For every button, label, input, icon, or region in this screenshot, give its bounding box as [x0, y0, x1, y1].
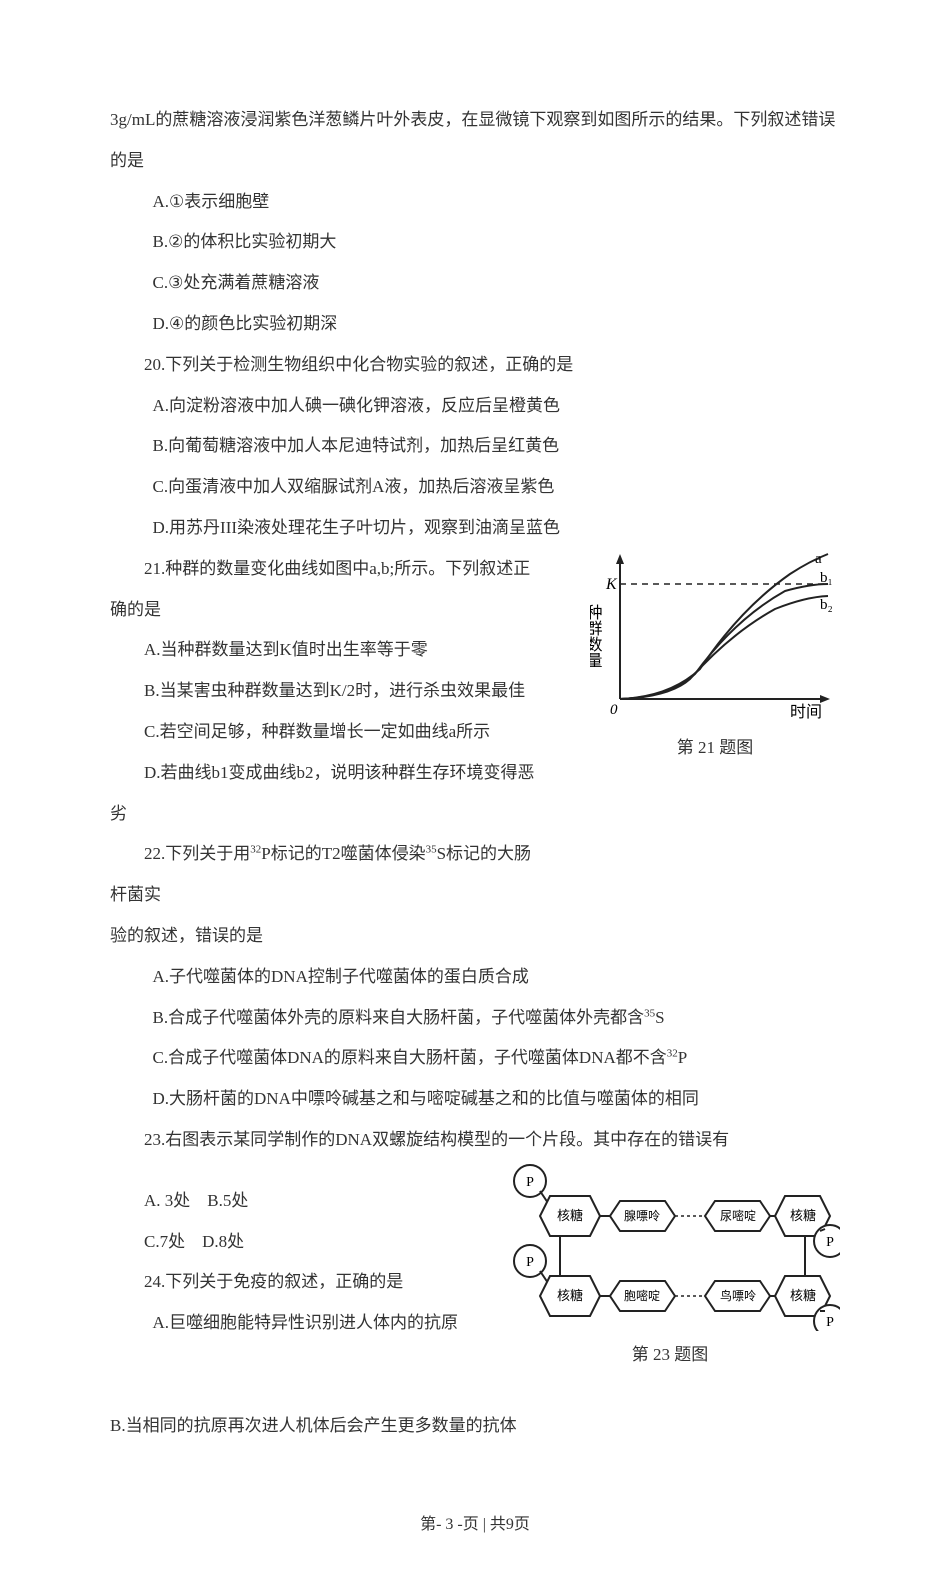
svg-text:胞嘧啶: 胞嘧啶	[624, 1289, 660, 1303]
svg-text:P: P	[826, 1315, 834, 1330]
q22-stem-line2: 验的叙述，错误的是	[110, 916, 840, 957]
intro-text: 3g/mL的蔗糖溶液浸润紫色洋葱鳞片叶外表皮，在显微镜下观察到如图所示的结果。下…	[110, 100, 840, 182]
svg-text:鸟嘌呤: 鸟嘌呤	[720, 1288, 756, 1303]
q23-caption: 第 23 题图	[500, 1335, 840, 1376]
q21-label-b1: b₁	[820, 570, 833, 586]
q20-option-a: A.向淀粉溶液中加人碘一碘化钾溶液，反应后呈橙黄色	[110, 386, 840, 427]
svg-text:P: P	[526, 1175, 534, 1190]
q21-stem: 21.种群的数量变化曲线如图中a,b;所示。下列叙述正确的是	[110, 549, 540, 631]
q21-option-d: D.若曲线b1变成曲线b2，说明该种群生存环境变得恶劣	[110, 753, 540, 835]
q20-option-c: C.向蛋清液中加人双缩脲试剂A液，加热后溶液呈紫色	[110, 467, 840, 508]
q23-stem: 23.右图表示某同学制作的DNA双螺旋结构模型的一个片段。其中存在的错误有	[110, 1120, 840, 1161]
q21-option-b: B.当某害虫种群数量达到K/2时，进行杀虫效果最佳	[110, 671, 540, 712]
svg-text:核糖: 核糖	[790, 1288, 816, 1303]
q22-option-d: D.大肠杆菌的DNA中嘌呤碱基之和与嘧啶碱基之和的比值与噬菌体的相同	[110, 1079, 840, 1120]
q22-option-c: C.合成子代噬菌体DNA的原料来自大肠杆菌，子代噬菌体DNA都不含32P	[110, 1038, 840, 1079]
page-footer: 第- 3 -页 | 共9页	[110, 1506, 840, 1544]
svg-text:核糖: 核糖	[557, 1208, 583, 1223]
q19-option-c: C.③处充满着蔗糖溶液	[110, 263, 840, 304]
q21-caption: 第 21 题图	[590, 728, 840, 769]
q21-chart-svg: K a b₁ b₂ 0 时间 种群数量	[590, 549, 840, 724]
q20-option-b: B.向葡萄糖溶液中加人本尼迪特试剂，加热后呈红黄色	[110, 426, 840, 467]
q22-option-b: B.合成子代噬菌体外壳的原料来自大肠杆菌，子代噬菌体外壳都含35S	[110, 998, 840, 1039]
q21-label-b2: b₂	[820, 597, 833, 613]
q21-figure: K a b₁ b₂ 0 时间 种群数量 第 21 题图	[590, 549, 840, 769]
q21-label-k: K	[605, 576, 618, 593]
q21-ylabel: 种群数量	[590, 604, 603, 668]
q21-option-c: C.若空间足够，种群数量增长一定如曲线a所示	[110, 712, 540, 753]
svg-text:核糖: 核糖	[557, 1288, 583, 1303]
svg-text:P: P	[826, 1235, 834, 1250]
q23-figure: P 核糖 腺嘌呤 尿嘧啶 核糖 P P 核糖 胞嘧啶	[500, 1161, 840, 1376]
q22-stem-line1: 22.下列关于用32P标记的T2噬菌体侵染35S标记的大肠杆菌实	[110, 834, 540, 916]
q21-option-a: A.当种群数量达到K值时出生率等于零	[110, 630, 540, 671]
q21-xlabel: 时间	[790, 703, 822, 721]
svg-text:核糖: 核糖	[790, 1208, 816, 1223]
q21-origin: 0	[610, 702, 618, 718]
svg-text:P: P	[526, 1255, 534, 1270]
svg-text:尿嘧啶: 尿嘧啶	[720, 1209, 756, 1223]
q21-label-a: a	[815, 551, 822, 567]
q23-dna-svg: P 核糖 腺嘌呤 尿嘧啶 核糖 P P 核糖 胞嘧啶	[500, 1161, 840, 1331]
q19-option-d: D.④的颜色比实验初期深	[110, 304, 840, 345]
q19-option-a: A.①表示细胞壁	[110, 182, 840, 223]
q22-option-a: A.子代噬菌体的DNA控制子代噬菌体的蛋白质合成	[110, 957, 840, 998]
q20-stem: 20.下列关于检测生物组织中化合物实验的叙述，正确的是	[110, 345, 840, 386]
svg-text:腺嘌呤: 腺嘌呤	[624, 1208, 660, 1223]
q24-option-b: B.当相同的抗原再次进人机体后会产生更多数量的抗体	[110, 1406, 840, 1447]
q19-option-b: B.②的体积比实验初期大	[110, 222, 840, 263]
q20-option-d: D.用苏丹III染液处理花生子叶切片，观察到油滴呈蓝色	[110, 508, 840, 549]
